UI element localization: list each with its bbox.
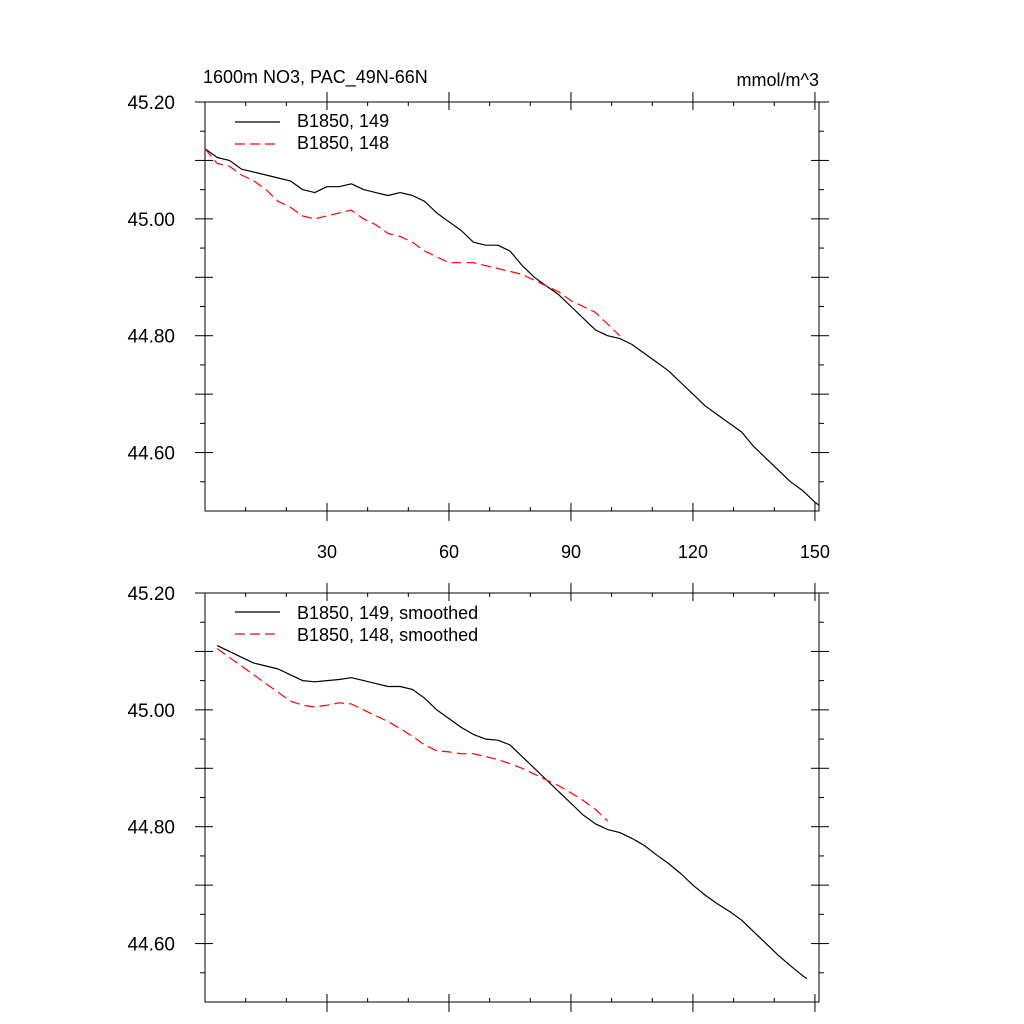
y-tick-label: 45.00	[127, 210, 175, 231]
top-panel: 30 60 90 120 150 44.60 44.80 45.00 45.20 B1850, …	[127, 92, 830, 562]
units-label: mmol/m^3	[737, 70, 819, 90]
y-tick-label: 44.60	[127, 935, 175, 956]
legend-label-148-smoothed: B1850, 148, smoothed	[297, 625, 478, 645]
y-tick-label: 44.60	[127, 444, 175, 465]
bottom-plot-frame	[204, 592, 820, 1003]
chart-title: 1600m NO3, PAC_49N-66N	[203, 67, 428, 88]
legend-label-149: B1850, 149	[297, 111, 389, 131]
y-tick-label: 45.20	[127, 584, 175, 605]
series-line-149	[204, 148, 820, 506]
bottom-panel: 44.60 44.80 45.00 45.20 B1850, 149, smoothe…	[127, 583, 829, 1012]
series-line-148	[216, 648, 609, 822]
bottom-series-lines	[216, 645, 808, 980]
y-tick-label: 44.80	[127, 818, 175, 839]
top-legend: B1850, 149 B1850, 148	[235, 111, 389, 153]
x-tick-label: 120	[678, 542, 708, 562]
legend-label-148: B1850, 148	[297, 133, 389, 153]
top-plot-frame	[204, 101, 820, 512]
series-line-148	[204, 148, 621, 337]
y-tick-label: 45.20	[127, 93, 175, 114]
top-axis-ticks: 30 60 90 120 150 44.60 44.80 45.00 45.20	[127, 92, 830, 562]
x-tick-label: 150	[800, 542, 830, 562]
x-tick-label: 90	[561, 542, 581, 562]
x-tick-label: 30	[317, 542, 337, 562]
series-line-149	[216, 645, 808, 980]
legend-label-149-smoothed: B1850, 149, smoothed	[297, 603, 478, 623]
top-series-lines	[204, 148, 820, 506]
bottom-axis-ticks: 44.60 44.80 45.00 45.20	[127, 583, 829, 1012]
bottom-legend: B1850, 149, smoothed B1850, 148, smoothe…	[235, 603, 478, 645]
x-tick-label: 60	[439, 542, 459, 562]
y-tick-label: 45.00	[127, 701, 175, 722]
y-tick-label: 44.80	[127, 327, 175, 348]
